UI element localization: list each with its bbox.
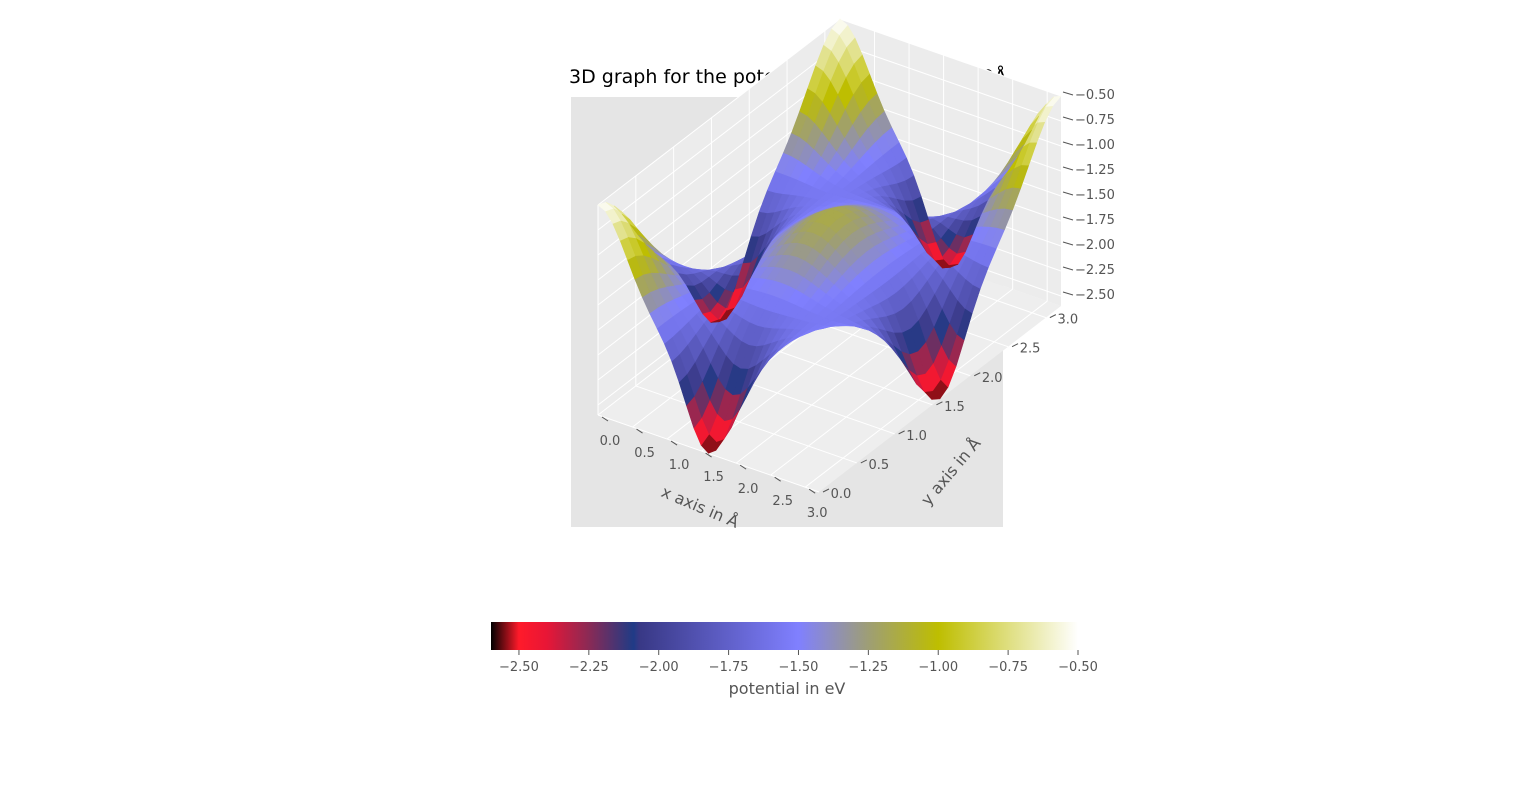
colorbar-tick-label: −1.00: [918, 660, 958, 675]
z-tick-label: −0.50: [1075, 88, 1115, 103]
z-tick-mark: [1062, 116, 1074, 121]
y-tick-label: 2.0: [982, 371, 1003, 386]
z-tick-label: −1.50: [1075, 188, 1115, 203]
z-tick-mark: [1062, 166, 1074, 171]
z-tick-label: −1.25: [1075, 163, 1115, 178]
colorbar-tick-label: −1.50: [779, 660, 819, 675]
x-tick-label: 2.5: [772, 494, 793, 509]
x-tick-mark: [705, 452, 712, 458]
y-tick-label: 1.5: [944, 400, 965, 415]
colorbar-tick-label: −0.75: [988, 660, 1028, 675]
x-tick-mark: [601, 416, 609, 422]
colorbar-tick-label: −2.50: [499, 660, 539, 675]
z-tick-label: −2.50: [1075, 288, 1115, 303]
x-tick-label: 3.0: [807, 506, 828, 521]
z-tick-mark: [1062, 141, 1074, 146]
z-tick-mark: [1062, 216, 1074, 221]
potential-surface: [597, 18, 1062, 454]
y-tick-label: 3.0: [1058, 313, 1079, 328]
x-tick-label: 1.5: [703, 470, 724, 485]
z-tick-mark: [1062, 91, 1074, 96]
y-tick-mark: [898, 430, 905, 435]
z-tick-label: −2.00: [1075, 238, 1115, 253]
x-tick-mark: [808, 488, 816, 494]
colorbar-ticks: −2.50 −2.25 −2.00 −1.75 −1.50 −1.25 −1.00 −0.75…: [499, 650, 1098, 675]
grid-line-z-left: [597, 68, 841, 256]
grid-line-z-left: [597, 18, 841, 206]
z-tick-mark: [1062, 291, 1074, 296]
x-tick-mark: [739, 464, 747, 470]
x-tick-label: 2.0: [738, 482, 759, 497]
y-tick-label: 0.0: [831, 487, 852, 502]
grid-line-z-left: [597, 43, 841, 231]
grid-line-z-back: [839, 43, 1062, 122]
y-tick-mark: [1011, 343, 1019, 348]
x-tick-label: 0.0: [600, 434, 621, 449]
z-tick-label: −2.25: [1075, 263, 1115, 278]
y-tick-mark: [822, 488, 830, 493]
colorbar-tick-label: −2.25: [569, 660, 609, 675]
grid-line-z-back: [839, 68, 1062, 147]
surface-patch: [831, 18, 848, 35]
z-tick-label: −1.75: [1075, 213, 1115, 228]
y-tick-label: 1.0: [906, 429, 927, 444]
grid-line-y-floor: [635, 385, 857, 464]
colorbar-tick-label: −0.50: [1058, 660, 1098, 675]
colorbar-tick-label: −1.25: [848, 660, 888, 675]
colorbar-tick-label: −2.00: [639, 660, 679, 675]
y-tick-mark: [974, 372, 981, 377]
z-tick-label: −0.75: [1075, 113, 1115, 128]
x-tick-label: 0.5: [634, 446, 655, 461]
grid-line-z-back: [839, 18, 1062, 97]
colorbar-bar: [491, 622, 1078, 650]
y-tick-label: 2.5: [1020, 342, 1041, 357]
z-tick-label: −1.00: [1075, 138, 1115, 153]
x-tick-mark: [774, 476, 781, 482]
z-tick-mark: [1062, 191, 1074, 196]
y-tick-label: 0.5: [868, 458, 889, 473]
z-tick-mark: [1062, 241, 1074, 246]
y-tick-mark: [860, 459, 868, 464]
axis-ticks: 0.00.51.01.52.02.53.00.00.51.01.52.02.53…: [600, 88, 1115, 521]
y-tick-mark: [936, 401, 943, 406]
x-tick-mark: [670, 440, 678, 446]
x-tick-mark: [636, 428, 643, 434]
x-tick-label: 1.0: [669, 458, 690, 473]
grid-line-x-floor: [770, 288, 1013, 476]
grid-line-x-floor: [804, 300, 1048, 488]
y-tick-mark: [1049, 314, 1057, 319]
z-tick-mark: [1062, 266, 1074, 271]
colorbar: −2.50 −2.25 −2.00 −1.75 −1.50 −1.25 −1.00 −0.75…: [491, 622, 1098, 698]
colorbar-tick-label: −1.75: [709, 660, 749, 675]
colorbar-label: potential in eV: [729, 679, 846, 698]
